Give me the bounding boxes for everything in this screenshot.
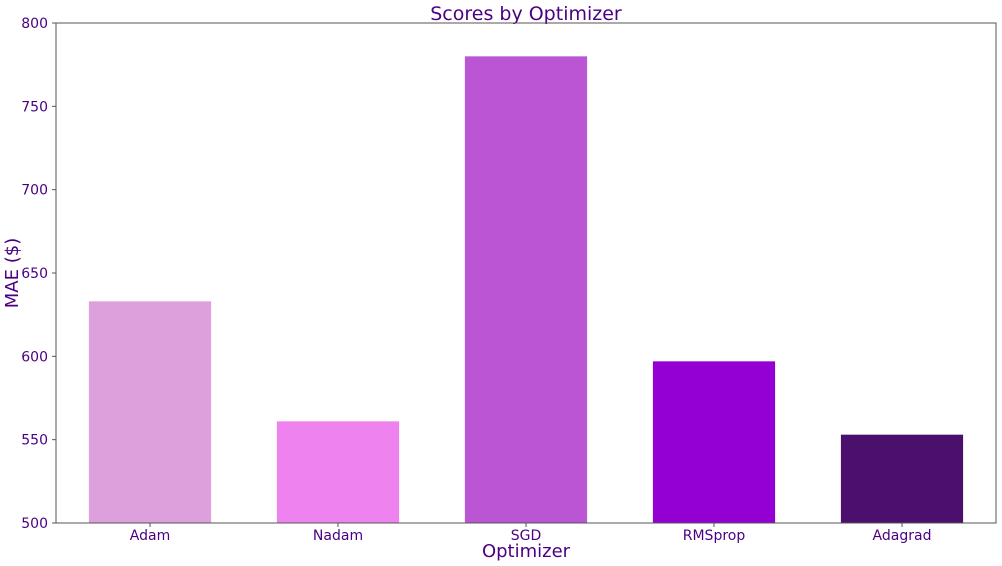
bar-sgd	[464, 56, 588, 523]
bar-rmsprop	[652, 361, 776, 523]
bar-nadam	[276, 421, 400, 523]
x-axis-ticks: Adam Nadam SGD RMSprop Adagrad	[130, 523, 932, 544]
y-tick-label: 550	[21, 433, 48, 449]
y-tick-label: 650	[21, 266, 48, 282]
plot-frame	[55, 22, 997, 524]
bar-adam	[88, 301, 212, 523]
y-tick-label: 500	[21, 516, 48, 532]
bars-group	[88, 56, 964, 523]
y-tick-label: 600	[21, 349, 48, 365]
x-tick-label: Nadam	[313, 528, 363, 544]
y-tick-label: 700	[21, 183, 48, 199]
x-axis-label: Optimizer	[482, 541, 571, 562]
y-tick-label: 750	[21, 99, 48, 115]
x-tick-label: Adagrad	[873, 528, 932, 544]
y-axis-label: MAE ($)	[2, 238, 23, 308]
chart-title: Scores by Optimizer	[430, 3, 622, 25]
bar-adagrad	[840, 434, 964, 523]
x-tick-label: Adam	[130, 528, 170, 544]
y-axis-ticks: 500 550 600 650 700 750 800	[21, 16, 56, 532]
y-tick-label: 800	[21, 16, 48, 32]
x-tick-label: SGD	[511, 528, 542, 544]
x-tick-label: RMSprop	[683, 528, 746, 544]
